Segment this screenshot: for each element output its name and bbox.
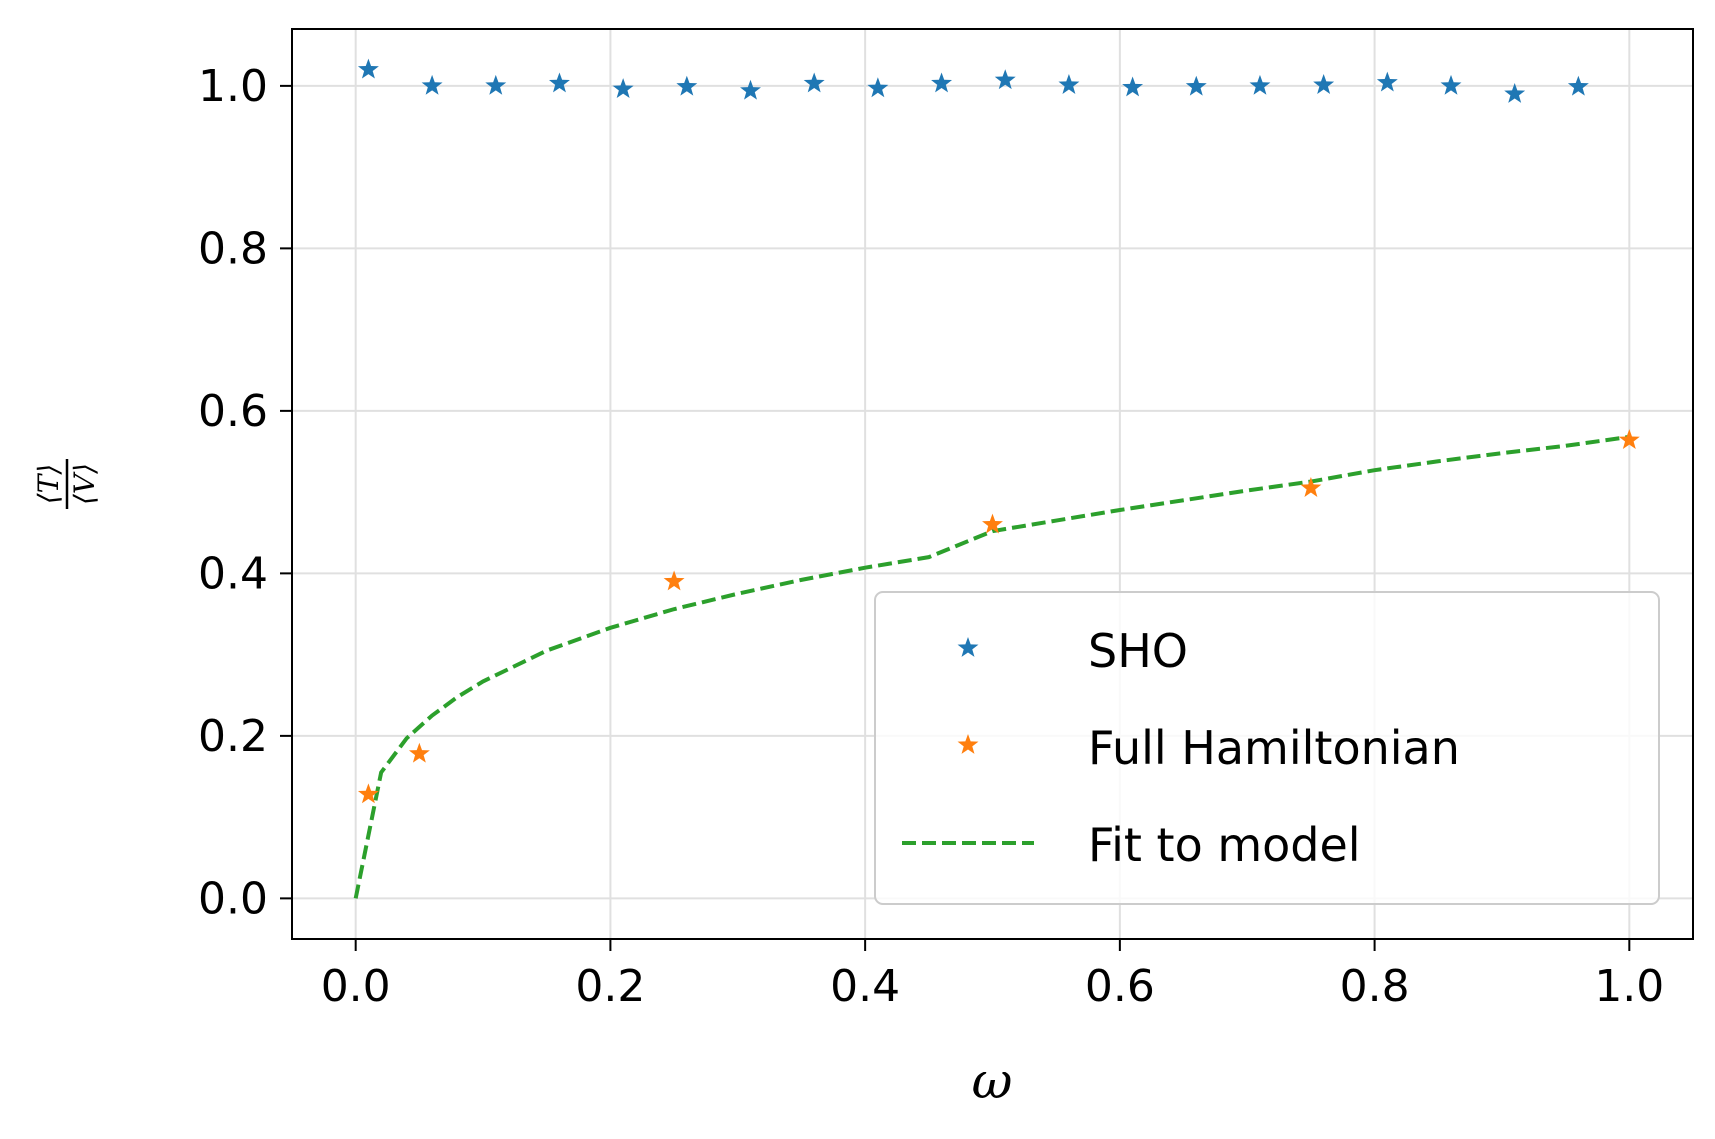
y-tick-label: 1.0 bbox=[198, 61, 268, 112]
data-point-sho bbox=[1376, 71, 1398, 92]
data-point-sho bbox=[1249, 74, 1271, 95]
y-axis-label-denominator: ⟨V⟩ bbox=[68, 463, 101, 505]
series-line-fit-to-model bbox=[353, 434, 1630, 899]
legend-label-fit-to-model: Fit to model bbox=[1088, 818, 1361, 872]
legend-label-sho: SHO bbox=[1088, 624, 1188, 678]
data-point-sho bbox=[1504, 83, 1526, 103]
data-point-sho bbox=[485, 74, 507, 95]
x-tick-label: 0.2 bbox=[575, 961, 645, 1012]
data-point-sho bbox=[803, 72, 825, 93]
data-point-sho bbox=[1313, 74, 1335, 94]
legend-marker-full-hamiltonian bbox=[957, 734, 979, 754]
data-point-sho bbox=[867, 77, 889, 98]
data-point-sho bbox=[931, 72, 953, 93]
axes-frame bbox=[291, 28, 1694, 940]
x-tick-label: 0.6 bbox=[1085, 961, 1155, 1012]
x-tick-label: 1.0 bbox=[1594, 961, 1664, 1012]
data-point-full-hamiltonian bbox=[1300, 477, 1322, 497]
legend-label-full-hamiltonian: Full Hamiltonian bbox=[1088, 721, 1460, 775]
y-tick-label: 0.8 bbox=[198, 223, 268, 274]
data-point-sho bbox=[549, 72, 570, 93]
legend-frame bbox=[874, 591, 1660, 905]
data-point-full-hamiltonian bbox=[408, 742, 430, 763]
data-point-sho bbox=[1185, 75, 1207, 96]
legend: SHO Full Hamiltonian Fit to model bbox=[874, 591, 1660, 905]
ticks: 0.0 0.2 0.4 0.6 0.8 1.0 0.0 0.2 0.4 0.6 0.8 1.0 bbox=[198, 61, 1664, 1012]
y-axis-label: ⟨T⟩ ⟨V⟩ bbox=[32, 459, 101, 509]
data-point-sho bbox=[994, 69, 1016, 90]
grid bbox=[292, 29, 1693, 939]
x-tick-label: 0.8 bbox=[1340, 961, 1410, 1012]
data-point-sho bbox=[357, 58, 379, 79]
x-tick-label: 0.0 bbox=[321, 961, 391, 1012]
data-point-sho bbox=[1567, 75, 1589, 96]
data-point-sho bbox=[1122, 76, 1144, 97]
data-point-sho bbox=[421, 74, 443, 95]
plot-content bbox=[353, 58, 1640, 899]
y-tick-label: 0.2 bbox=[198, 711, 268, 762]
y-axis-label-numerator: ⟨T⟩ bbox=[32, 464, 65, 505]
data-point-full-hamiltonian bbox=[663, 570, 685, 591]
data-point-sho bbox=[612, 78, 634, 99]
data-point-full-hamiltonian bbox=[1618, 429, 1640, 450]
legend-marker-sho bbox=[957, 637, 979, 657]
x-tick-label: 0.4 bbox=[830, 961, 900, 1012]
data-point-full-hamiltonian bbox=[982, 513, 1003, 534]
data-point-full-hamiltonian bbox=[357, 783, 379, 804]
data-point-sho bbox=[1058, 74, 1080, 94]
data-point-sho bbox=[676, 75, 698, 96]
y-tick-label: 0.6 bbox=[198, 386, 268, 437]
y-tick-label: 0.4 bbox=[198, 548, 268, 599]
data-point-sho bbox=[1440, 74, 1462, 95]
x-axis-label: ω bbox=[972, 1052, 1013, 1110]
y-tick-label: 0.0 bbox=[198, 873, 268, 924]
data-point-sho bbox=[740, 79, 761, 100]
